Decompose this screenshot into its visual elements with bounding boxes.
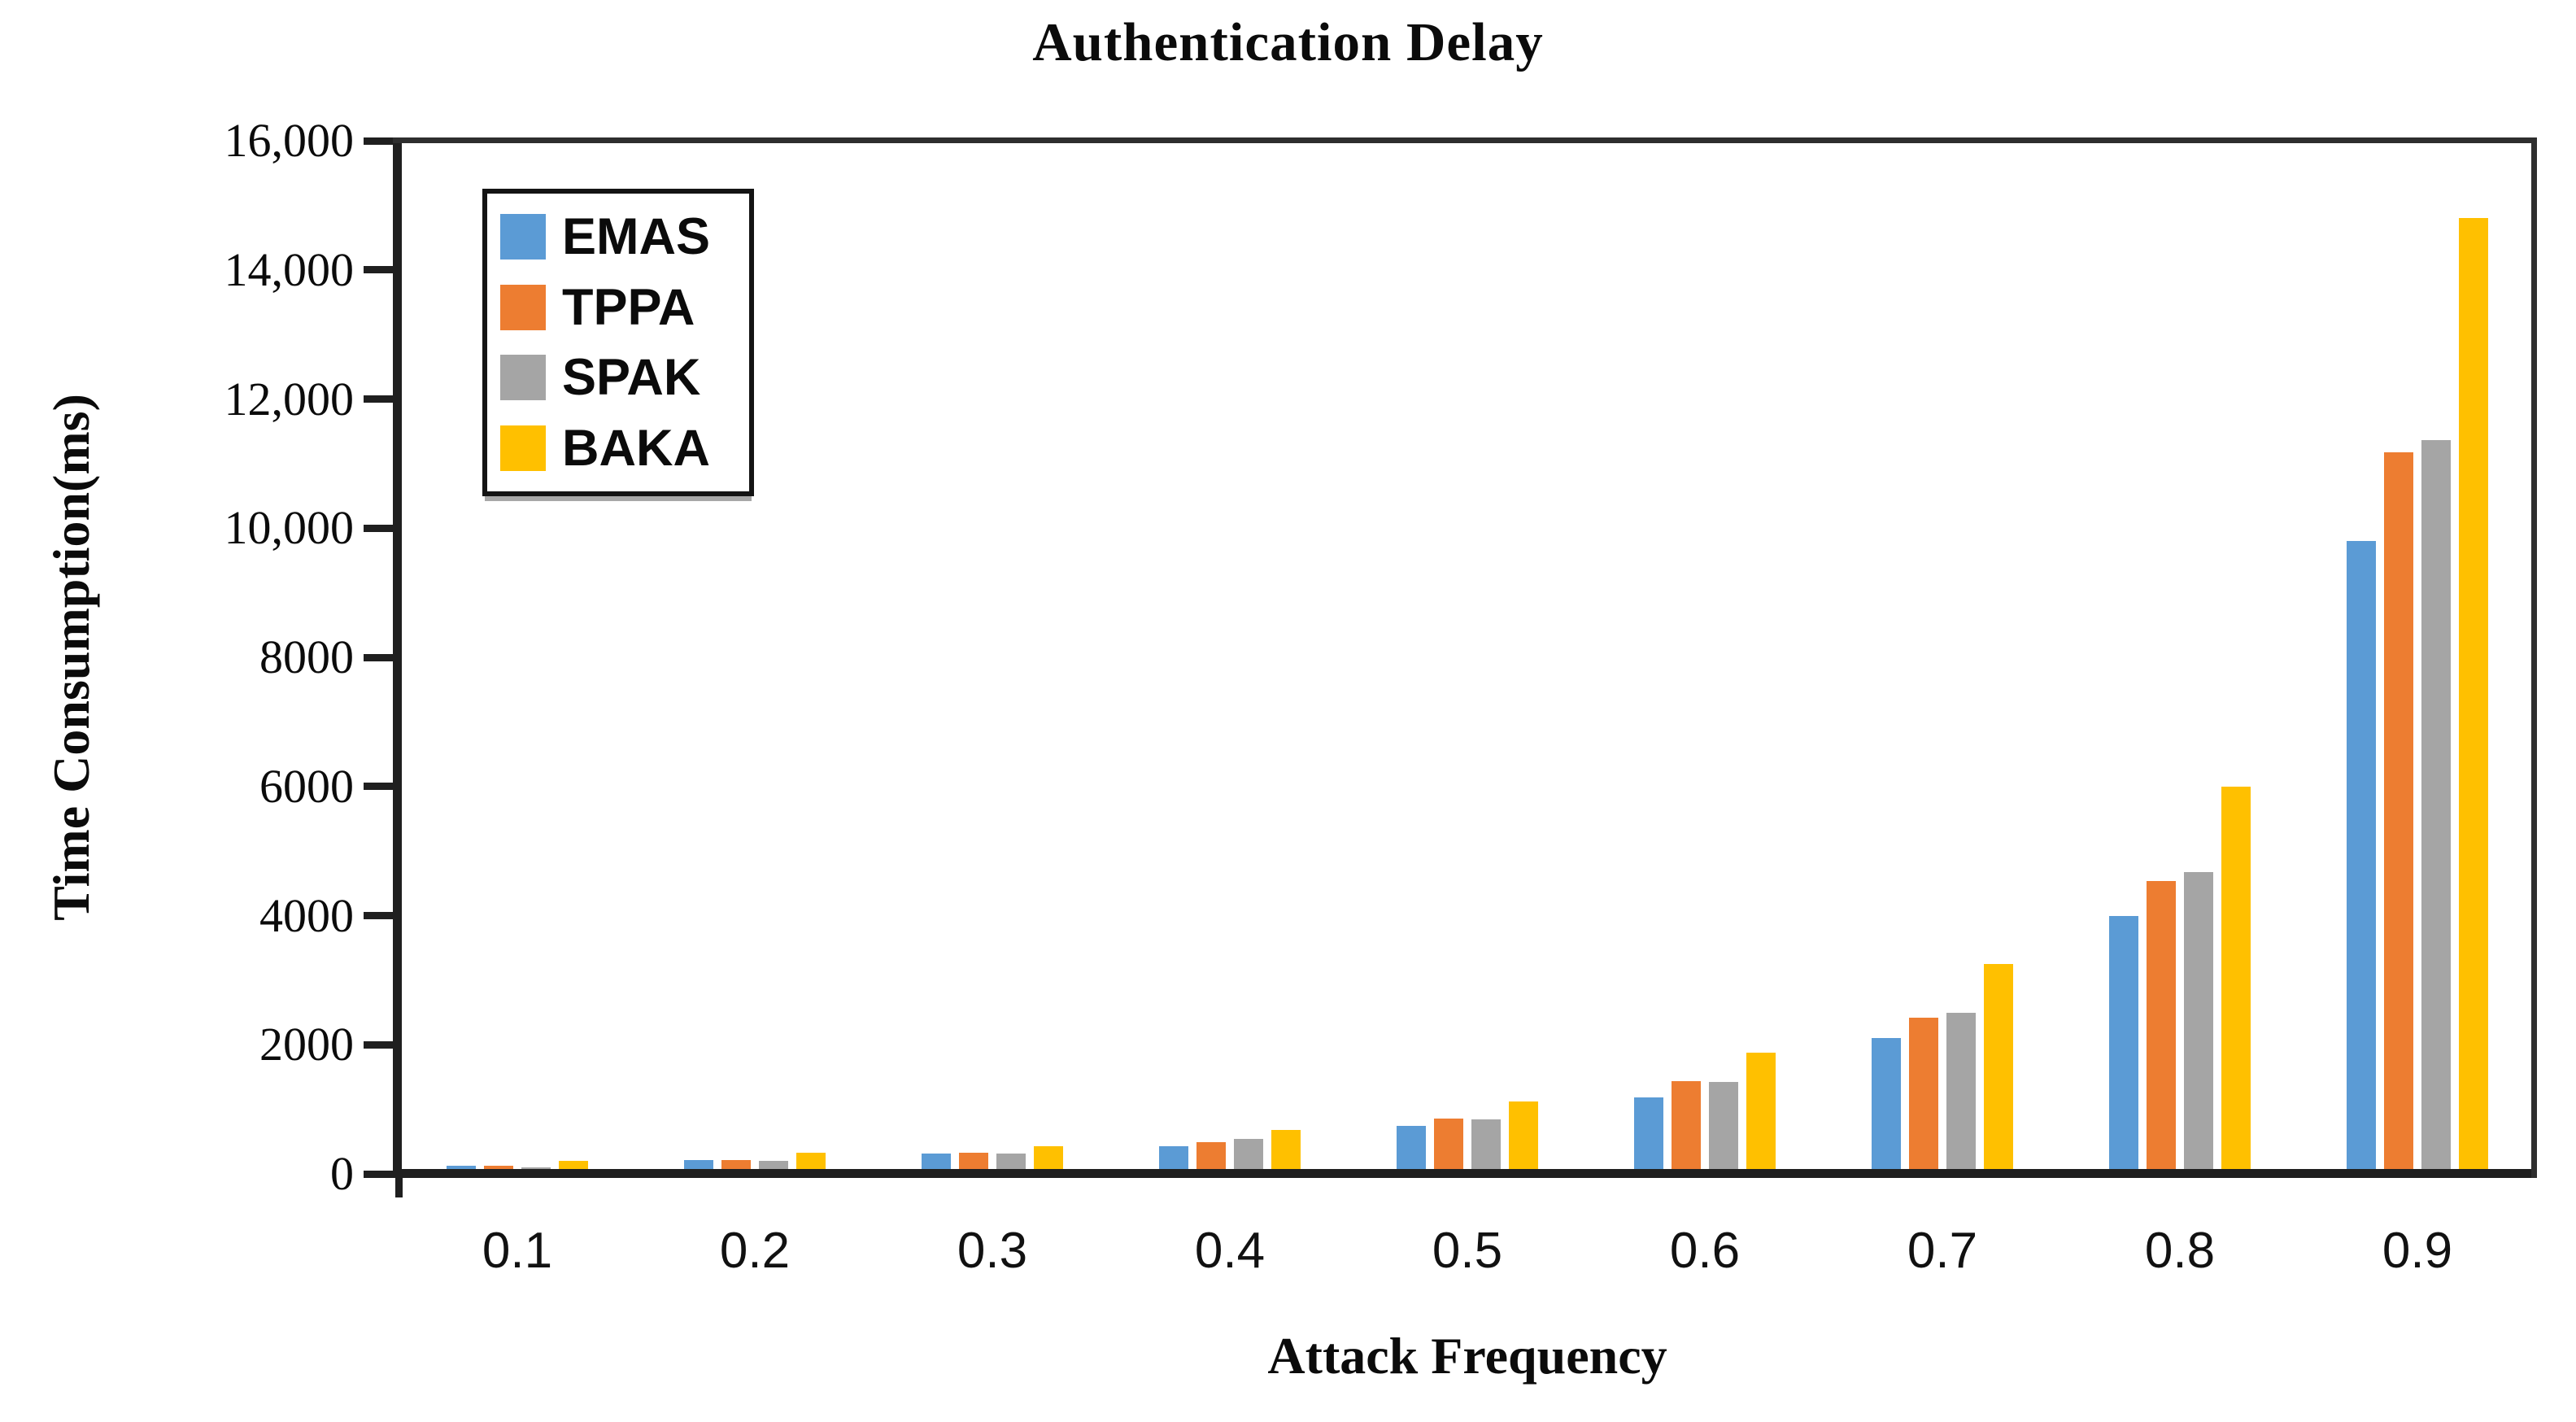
bar-emas-0.5 [1397,1125,1426,1174]
legend: EMAS TPPA SPAK BAKA [482,189,754,496]
legend-item-baka: BAKA [500,419,743,478]
bar-spak-0.9 [2421,439,2451,1174]
y-tick-mark [364,1170,397,1178]
bar-tppa-0.8 [2147,880,2176,1174]
y-tick-label: 8000 [259,630,354,683]
plot-area [399,141,2536,1174]
x-tick-label: 0.8 [2144,1223,2216,1279]
bar-emas-0.6 [1634,1097,1663,1174]
chart-title: Authentication Delay [1032,12,1544,72]
legend-label: SPAK [562,349,701,407]
bar-tppa-0.4 [1196,1142,1226,1174]
bar-tppa-0.9 [2384,452,2413,1174]
y-tick-label: 6000 [259,759,354,813]
legend-label: TPPA [562,278,695,336]
y-tick-label: 0 [330,1147,354,1200]
x-origin-tick [395,1178,403,1197]
legend-item-spak: SPAK [500,348,743,407]
y-tick-mark [364,266,397,274]
y-tick-label: 2000 [259,1018,354,1071]
y-tick-label: 10,000 [224,501,355,555]
bar-tppa-0.6 [1672,1080,1701,1174]
bar-spak-0.4 [1234,1138,1263,1174]
y-tick-mark [364,524,397,532]
bar-baka-0.6 [1746,1052,1776,1174]
x-tick-label: 0.6 [1669,1223,1741,1279]
y-tick-mark [364,137,397,145]
x-axis-line [393,1169,2536,1178]
y-tick-mark [364,783,397,791]
x-tick-label: 0.7 [1907,1223,1978,1279]
plot-frame-right [2531,137,2537,1178]
bar-emas-0.7 [1872,1038,1901,1174]
bar-tppa-0.7 [1909,1017,1938,1174]
legend-label: EMAS [562,208,711,266]
legend-swatch-spak [500,355,546,401]
bar-spak-0.5 [1471,1119,1501,1174]
legend-swatch-emas [500,214,546,260]
x-tick-label: 0.9 [2382,1223,2453,1279]
bar-spak-0.8 [2184,871,2213,1174]
bar-spak-0.6 [1709,1082,1738,1174]
x-axis-title: Attack Frequency [1267,1327,1667,1385]
legend-label: BAKA [562,419,710,477]
x-tick-label: 0.2 [719,1223,791,1279]
legend-item-tppa: TPPA [500,278,743,337]
y-tick-mark [364,912,397,919]
y-tick-label: 16,000 [224,114,355,167]
y-tick-mark [364,653,397,661]
y-tick-label: 12,000 [224,372,355,425]
y-tick-label: 4000 [259,888,354,942]
y-tick-mark [364,395,397,403]
x-tick-label: 0.1 [482,1223,553,1279]
bar-emas-0.9 [2347,541,2376,1174]
bar-tppa-0.5 [1434,1118,1463,1174]
bar-baka-0.5 [1509,1101,1538,1174]
legend-swatch-baka [500,425,546,471]
bar-baka-0.9 [2459,218,2488,1174]
plot-frame-top [393,137,2536,143]
y-axis-line [393,139,402,1178]
y-tick-mark [364,1040,397,1049]
bar-baka-0.7 [1984,964,2013,1174]
x-tick-label: 0.5 [1432,1223,1503,1279]
bar-baka-0.8 [2221,786,2251,1174]
legend-item-emas: EMAS [500,207,743,266]
y-tick-label: 14,000 [224,242,355,296]
bar-spak-0.7 [1946,1012,1976,1174]
x-tick-label: 0.4 [1194,1223,1266,1279]
bar-baka-0.4 [1271,1130,1301,1174]
legend-swatch-tppa [500,284,546,330]
bar-emas-0.8 [2109,916,2138,1174]
x-tick-label: 0.3 [957,1223,1028,1279]
